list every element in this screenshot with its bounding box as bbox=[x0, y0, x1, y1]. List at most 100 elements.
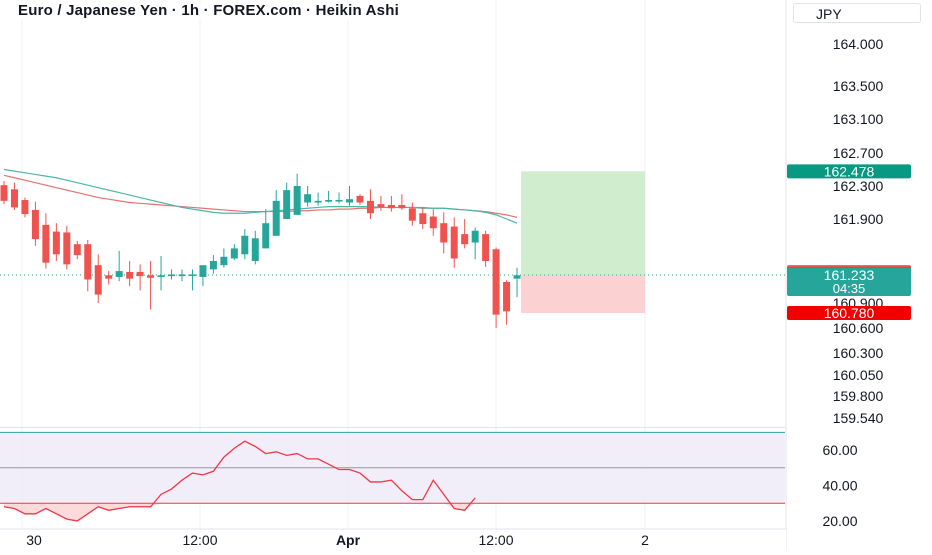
heikin-ashi-candle[interactable] bbox=[283, 182, 291, 219]
heikin-ashi-candle[interactable] bbox=[241, 229, 249, 260]
heikin-ashi-candle[interactable] bbox=[157, 255, 165, 291]
heikin-ashi-candle[interactable] bbox=[84, 240, 92, 292]
heikin-ashi-candle[interactable] bbox=[325, 190, 333, 203]
time-tick-label: 12:00 bbox=[478, 532, 513, 548]
heikin-ashi-candle[interactable] bbox=[461, 219, 469, 249]
candle-body bbox=[482, 234, 490, 261]
heikin-ashi-candle[interactable] bbox=[398, 194, 406, 210]
heikin-ashi-candle[interactable] bbox=[31, 201, 39, 246]
heikin-ashi-candle[interactable] bbox=[230, 244, 238, 261]
price-label-value: 161.233 bbox=[824, 267, 875, 283]
price-tick-label: 163.500 bbox=[833, 78, 884, 94]
heikin-ashi-candle[interactable] bbox=[147, 261, 155, 310]
candle-body bbox=[31, 209, 39, 240]
heikin-ashi-candle[interactable] bbox=[335, 192, 343, 204]
rsi-tick-label: 20.00 bbox=[822, 513, 857, 529]
heikin-ashi-candle[interactable] bbox=[262, 209, 270, 249]
candle-body bbox=[377, 204, 385, 208]
heikin-ashi-candle[interactable] bbox=[115, 250, 123, 282]
heikin-ashi-candle[interactable] bbox=[73, 240, 81, 260]
price-tick-label: 160.600 bbox=[833, 320, 884, 336]
heikin-ashi-candle[interactable] bbox=[440, 212, 448, 254]
heikin-ashi-candle[interactable] bbox=[429, 209, 437, 236]
heikin-ashi-candle[interactable] bbox=[178, 269, 186, 282]
candle-body bbox=[262, 223, 270, 249]
price-label-value: 160.780 bbox=[824, 305, 875, 321]
candle-body bbox=[136, 271, 144, 277]
candle-body bbox=[356, 195, 364, 203]
heikin-ashi-candle[interactable] bbox=[0, 181, 8, 205]
heikin-ashi-candle[interactable] bbox=[272, 190, 280, 236]
candle-body bbox=[10, 189, 18, 208]
candle-body bbox=[408, 208, 416, 221]
candle-body bbox=[283, 190, 291, 219]
time-tick-label: Apr bbox=[336, 532, 361, 548]
heikin-ashi-candle[interactable] bbox=[356, 194, 364, 205]
heikin-ashi-candle[interactable] bbox=[52, 223, 60, 261]
candle-body bbox=[199, 265, 207, 277]
heikin-ashi-candle[interactable] bbox=[199, 265, 207, 287]
heikin-ashi-candle[interactable] bbox=[450, 217, 458, 268]
heikin-ashi-candle[interactable] bbox=[188, 269, 196, 291]
symbol-title[interactable]: Euro / Japanese Yen · 1h · FOREX.com · H… bbox=[14, 2, 403, 19]
candle-body bbox=[157, 275, 165, 277]
time-axis[interactable] bbox=[0, 529, 786, 550]
candle-body bbox=[21, 200, 29, 215]
candle-body bbox=[115, 271, 123, 277]
candle-body bbox=[42, 224, 50, 263]
heikin-ashi-candle[interactable] bbox=[126, 261, 134, 287]
price-label-bg bbox=[787, 268, 911, 297]
heikin-ashi-candle[interactable] bbox=[63, 225, 71, 270]
moving-average-line bbox=[3, 168, 518, 224]
heikin-ashi-candle[interactable] bbox=[346, 186, 354, 206]
heikin-ashi-candle[interactable] bbox=[482, 230, 490, 267]
heikin-ashi-candle[interactable] bbox=[209, 255, 217, 274]
candle-body bbox=[346, 199, 354, 203]
heikin-ashi-candle[interactable] bbox=[377, 195, 385, 211]
candle-body bbox=[220, 256, 228, 266]
price-tick-label: 162.300 bbox=[833, 178, 884, 194]
candle-body bbox=[272, 200, 280, 236]
price-label-bg bbox=[787, 164, 911, 179]
candle-body bbox=[513, 275, 521, 279]
price-tick-label: 164.000 bbox=[833, 36, 884, 52]
heikin-ashi-candle[interactable] bbox=[419, 207, 427, 230]
heikin-ashi-candle[interactable] bbox=[42, 213, 50, 269]
heikin-ashi-candle[interactable] bbox=[105, 271, 113, 285]
time-tick-label: 12:00 bbox=[182, 532, 217, 548]
heikin-ashi-candle[interactable] bbox=[503, 280, 511, 325]
heikin-ashi-candle[interactable] bbox=[136, 264, 144, 291]
rsi-tick-label: 60.00 bbox=[822, 442, 857, 458]
heikin-ashi-candle[interactable] bbox=[471, 227, 479, 260]
candle-body bbox=[126, 271, 134, 279]
price-label[interactable]: 162.478 bbox=[787, 163, 911, 179]
candle-body bbox=[73, 244, 81, 256]
candle-body bbox=[398, 204, 406, 209]
price-label[interactable]: 160.780 bbox=[787, 305, 911, 321]
loss-zone[interactable] bbox=[521, 275, 645, 313]
candle-body bbox=[94, 265, 102, 295]
heikin-ashi-candle[interactable] bbox=[220, 248, 228, 268]
heikin-ashi-candle[interactable] bbox=[168, 269, 176, 280]
currency-selector[interactable]: JPY bbox=[793, 3, 921, 23]
heikin-ashi-candle[interactable] bbox=[408, 202, 416, 226]
heikin-ashi-candle[interactable] bbox=[10, 182, 18, 210]
heikin-ashi-candle[interactable] bbox=[314, 192, 322, 206]
candle-body bbox=[178, 274, 186, 277]
heikin-ashi-candle[interactable] bbox=[293, 173, 301, 215]
heikin-ashi-candle[interactable] bbox=[366, 189, 374, 219]
heikin-ashi-candle[interactable] bbox=[304, 186, 312, 207]
heikin-ashi-candle[interactable] bbox=[94, 254, 102, 303]
heikin-ashi-candle[interactable] bbox=[387, 195, 395, 212]
candle-body bbox=[241, 235, 249, 255]
price-tick-label: 163.100 bbox=[833, 111, 884, 127]
profit-zone[interactable] bbox=[521, 171, 645, 276]
heikin-ashi-candle[interactable] bbox=[251, 230, 259, 265]
countdown-label: 04:35 bbox=[833, 281, 866, 296]
heikin-ashi-candle[interactable] bbox=[21, 197, 29, 218]
heikin-ashi-candle[interactable] bbox=[492, 247, 500, 328]
heikin-ashi-candle[interactable] bbox=[513, 267, 521, 298]
